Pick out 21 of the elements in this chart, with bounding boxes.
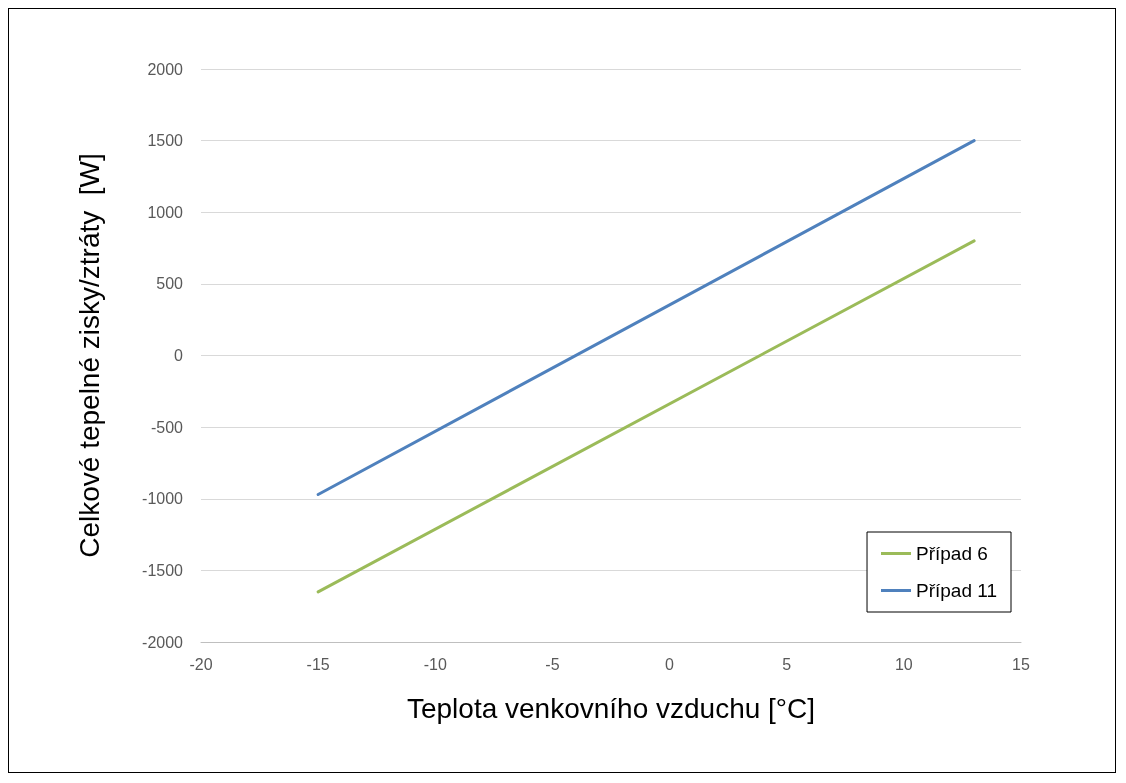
x-tick-label: -15	[306, 655, 330, 673]
y-tick-label: -1000	[142, 490, 184, 508]
y-tick-label: 2000	[147, 60, 184, 78]
x-tick-label: 0	[665, 655, 675, 673]
y-axis-title: Celkové tepelné zisky/ztráty [W]	[73, 153, 105, 558]
x-tick-label: 10	[894, 655, 913, 673]
legend-label: Případ 6	[916, 543, 988, 564]
x-tick-label: 5	[782, 655, 792, 673]
y-tick-label: 1500	[147, 132, 184, 150]
x-tick-label: -5	[545, 655, 560, 673]
x-tick-label: -20	[189, 655, 213, 673]
x-tick-label: -10	[423, 655, 447, 673]
y-tick-label: 500	[156, 275, 184, 293]
legend-label: Případ 11	[916, 580, 997, 601]
y-tick-label: -2000	[142, 633, 184, 651]
y-tick-label: -500	[150, 418, 184, 436]
y-tick-label: 0	[174, 347, 184, 364]
y-tick-label: -1500	[142, 561, 184, 579]
x-tick-label: 15	[1012, 655, 1030, 673]
y-tick-label: 1000	[147, 203, 184, 221]
x-axis-title: Teplota venkovního vzduchu [°C]	[406, 692, 816, 724]
